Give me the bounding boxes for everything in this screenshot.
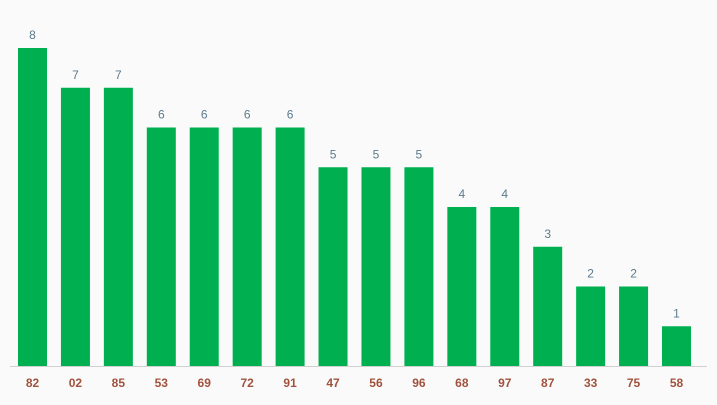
bar	[189, 127, 219, 366]
value-label: 1	[673, 306, 680, 320]
x-tick-label: 58	[670, 376, 684, 390]
bar	[361, 167, 391, 366]
value-label: 5	[373, 147, 380, 161]
x-tick-label: 33	[584, 376, 598, 390]
value-label: 6	[287, 108, 294, 122]
bar	[533, 246, 563, 366]
x-tick-label: 69	[198, 376, 212, 390]
value-label: 5	[330, 147, 337, 161]
bar	[619, 286, 649, 366]
x-tick-label: 02	[69, 376, 83, 390]
bar	[318, 167, 348, 366]
value-label: 2	[587, 267, 594, 281]
x-tick-label: 96	[412, 376, 426, 390]
x-tick-label: 97	[498, 376, 512, 390]
x-tick-label: 75	[627, 376, 641, 390]
bar	[490, 207, 520, 366]
value-label: 4	[458, 187, 465, 201]
value-label: 7	[72, 68, 79, 82]
x-tick-label: 82	[26, 376, 40, 390]
value-label: 6	[201, 108, 208, 122]
value-label: 2	[630, 267, 637, 281]
value-label: 5	[416, 147, 423, 161]
bar	[60, 87, 90, 366]
value-label: 7	[115, 68, 122, 82]
x-tick-label: 91	[283, 376, 297, 390]
x-tick-label: 85	[112, 376, 126, 390]
value-label: 6	[158, 108, 165, 122]
bar	[232, 127, 262, 366]
x-tick-label: 47	[326, 376, 340, 390]
x-tick-label: 72	[240, 376, 254, 390]
bar	[103, 87, 133, 366]
bar	[404, 167, 434, 366]
x-tick-label: 53	[155, 376, 169, 390]
x-tick-label: 68	[455, 376, 469, 390]
bar	[576, 286, 606, 366]
bar	[662, 326, 691, 366]
value-label: 4	[501, 187, 508, 201]
value-label: 6	[244, 108, 251, 122]
bar	[146, 127, 176, 366]
bar	[447, 207, 477, 366]
value-label: 3	[544, 227, 551, 241]
value-label: 8	[29, 28, 36, 42]
x-tick-label: 56	[369, 376, 383, 390]
x-tick-label: 87	[541, 376, 555, 390]
bar	[18, 48, 47, 366]
bar	[275, 127, 305, 366]
